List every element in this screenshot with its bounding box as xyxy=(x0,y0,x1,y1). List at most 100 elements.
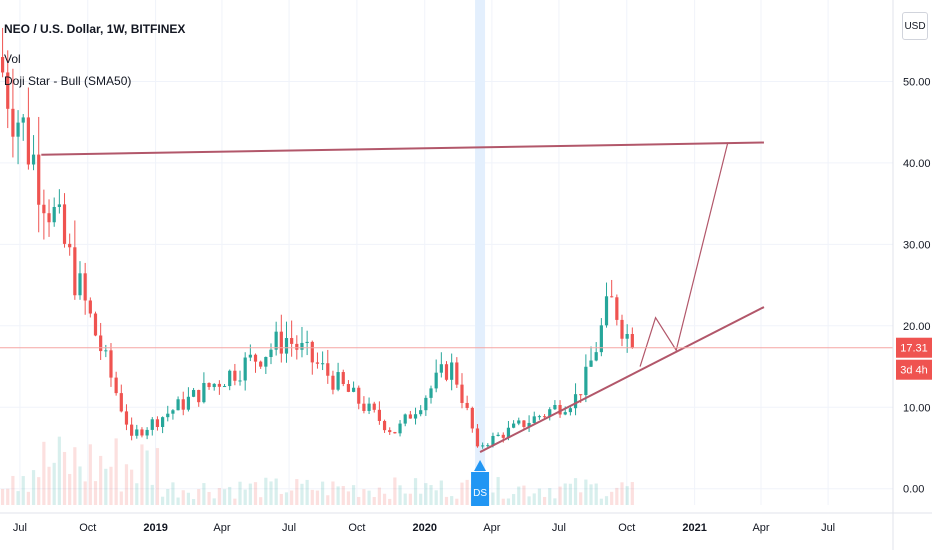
candle-body xyxy=(16,122,20,137)
volume-bar xyxy=(264,477,268,505)
candle-body xyxy=(522,420,526,427)
candle-body xyxy=(434,372,438,389)
volume-bar xyxy=(300,483,304,505)
candle-body xyxy=(160,417,165,427)
volume-bar xyxy=(512,494,516,505)
volume-bars xyxy=(0,436,634,505)
volume-bar xyxy=(42,441,46,505)
projection-path[interactable] xyxy=(639,142,729,367)
candle-body xyxy=(403,414,407,424)
volume-bar xyxy=(496,477,500,505)
volume-bar xyxy=(377,487,381,505)
volume-bar xyxy=(68,473,72,505)
candle-body xyxy=(228,370,232,387)
volume-bar xyxy=(310,489,314,505)
candle-body xyxy=(295,343,299,350)
candle-body xyxy=(620,319,624,339)
signal-label: DS xyxy=(473,488,487,499)
candle-body xyxy=(284,338,289,354)
y-tick-label: 50.00 xyxy=(903,76,931,88)
volume-bar xyxy=(295,479,299,505)
volume-bar xyxy=(155,448,160,505)
currency-button[interactable]: USD xyxy=(902,12,928,40)
candle-body xyxy=(93,313,98,336)
volume-bar xyxy=(197,489,201,505)
volume-bar xyxy=(553,498,557,505)
x-tick-label: Jul xyxy=(552,522,566,534)
price-badge-label: 17.31 xyxy=(900,343,928,355)
volume-bar xyxy=(548,488,552,505)
candle-body xyxy=(470,407,474,429)
y-tick-label: 0.00 xyxy=(903,484,924,496)
volume-bar xyxy=(620,482,624,505)
candles xyxy=(0,27,634,449)
trend-drawings[interactable] xyxy=(41,141,765,453)
candle-body xyxy=(465,402,469,408)
candle-body xyxy=(326,363,330,376)
candle-body xyxy=(444,364,449,380)
y-tick-label: 30.00 xyxy=(903,239,931,251)
candle-body xyxy=(243,357,247,381)
volume-bar xyxy=(140,444,144,505)
x-tick-label: 2019 xyxy=(143,522,167,534)
volume-bar xyxy=(160,496,165,505)
volume-bar xyxy=(388,498,392,505)
volume-bar xyxy=(228,486,232,505)
volume-bar xyxy=(465,479,469,505)
volume-bar xyxy=(222,489,227,505)
volume-legend[interactable]: Vol xyxy=(4,52,21,66)
candle-body xyxy=(197,389,201,403)
volume-bar xyxy=(351,485,356,505)
volume-bar xyxy=(202,483,206,505)
candle-body xyxy=(83,273,87,301)
x-tick-label: 2020 xyxy=(413,522,437,534)
candle-body xyxy=(140,429,144,436)
volume-bar xyxy=(99,455,103,505)
volume-bar xyxy=(604,496,609,505)
candle-body xyxy=(563,412,567,415)
candle-body xyxy=(579,394,583,396)
volume-bar xyxy=(171,482,175,505)
candle-body xyxy=(537,416,542,418)
candle-body xyxy=(362,403,366,411)
indicator-legend[interactable]: Doji Star - Bull (SMA50) xyxy=(4,74,132,88)
volume-bar xyxy=(104,468,108,505)
volume-bar xyxy=(47,466,51,505)
candle-body xyxy=(604,296,609,326)
candle-body xyxy=(351,387,356,392)
volume-bar xyxy=(460,482,464,505)
volume-bar xyxy=(413,478,418,505)
volume-bar xyxy=(279,493,283,505)
volume-bar xyxy=(517,486,521,505)
volume-bar xyxy=(290,490,294,505)
candle-body xyxy=(186,396,191,410)
candle-body xyxy=(486,445,490,447)
volume-bar xyxy=(31,470,36,505)
volume-bar xyxy=(57,436,61,505)
volume-bar xyxy=(563,483,567,505)
candle-body xyxy=(248,354,252,358)
volume-bar xyxy=(558,486,562,505)
candle-body xyxy=(398,423,402,434)
candle-body xyxy=(527,422,531,427)
candle-body xyxy=(99,335,103,352)
candle-body xyxy=(481,445,485,447)
volume-bar xyxy=(615,487,619,505)
candle-body xyxy=(305,341,309,343)
candle-body xyxy=(222,386,227,388)
volume-bar xyxy=(253,482,258,505)
volume-bar xyxy=(130,469,134,505)
resistance-trendline[interactable] xyxy=(41,141,764,156)
volume-bar xyxy=(88,444,92,505)
volume-bar xyxy=(176,497,180,505)
candle-body xyxy=(372,403,376,410)
candle-body xyxy=(573,394,578,409)
volume-bar xyxy=(450,496,454,505)
candle-body xyxy=(73,247,77,296)
x-tick-label: Oct xyxy=(618,522,635,534)
volume-bar xyxy=(119,491,123,505)
support-trendline[interactable] xyxy=(479,306,765,453)
candle-body xyxy=(145,429,149,436)
